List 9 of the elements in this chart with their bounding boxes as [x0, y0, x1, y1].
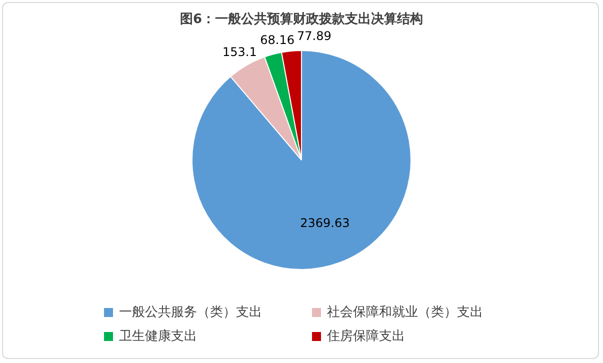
legend-label: 社会保障和就业（类）支出 — [327, 304, 483, 321]
data-label: 68.16 — [260, 32, 294, 47]
legend-label: 住房保障支出 — [327, 328, 405, 345]
legend-label: 一般公共服务（类）支出 — [119, 304, 262, 321]
data-label: 2369.63 — [300, 216, 350, 230]
legend-label: 卫生健康支出 — [119, 328, 197, 345]
data-label: 77.89 — [297, 29, 332, 44]
chart-title: 图6：一般公共预算财政拨款支出决算结构 — [178, 11, 424, 28]
data-label: 153.1 — [222, 45, 257, 60]
